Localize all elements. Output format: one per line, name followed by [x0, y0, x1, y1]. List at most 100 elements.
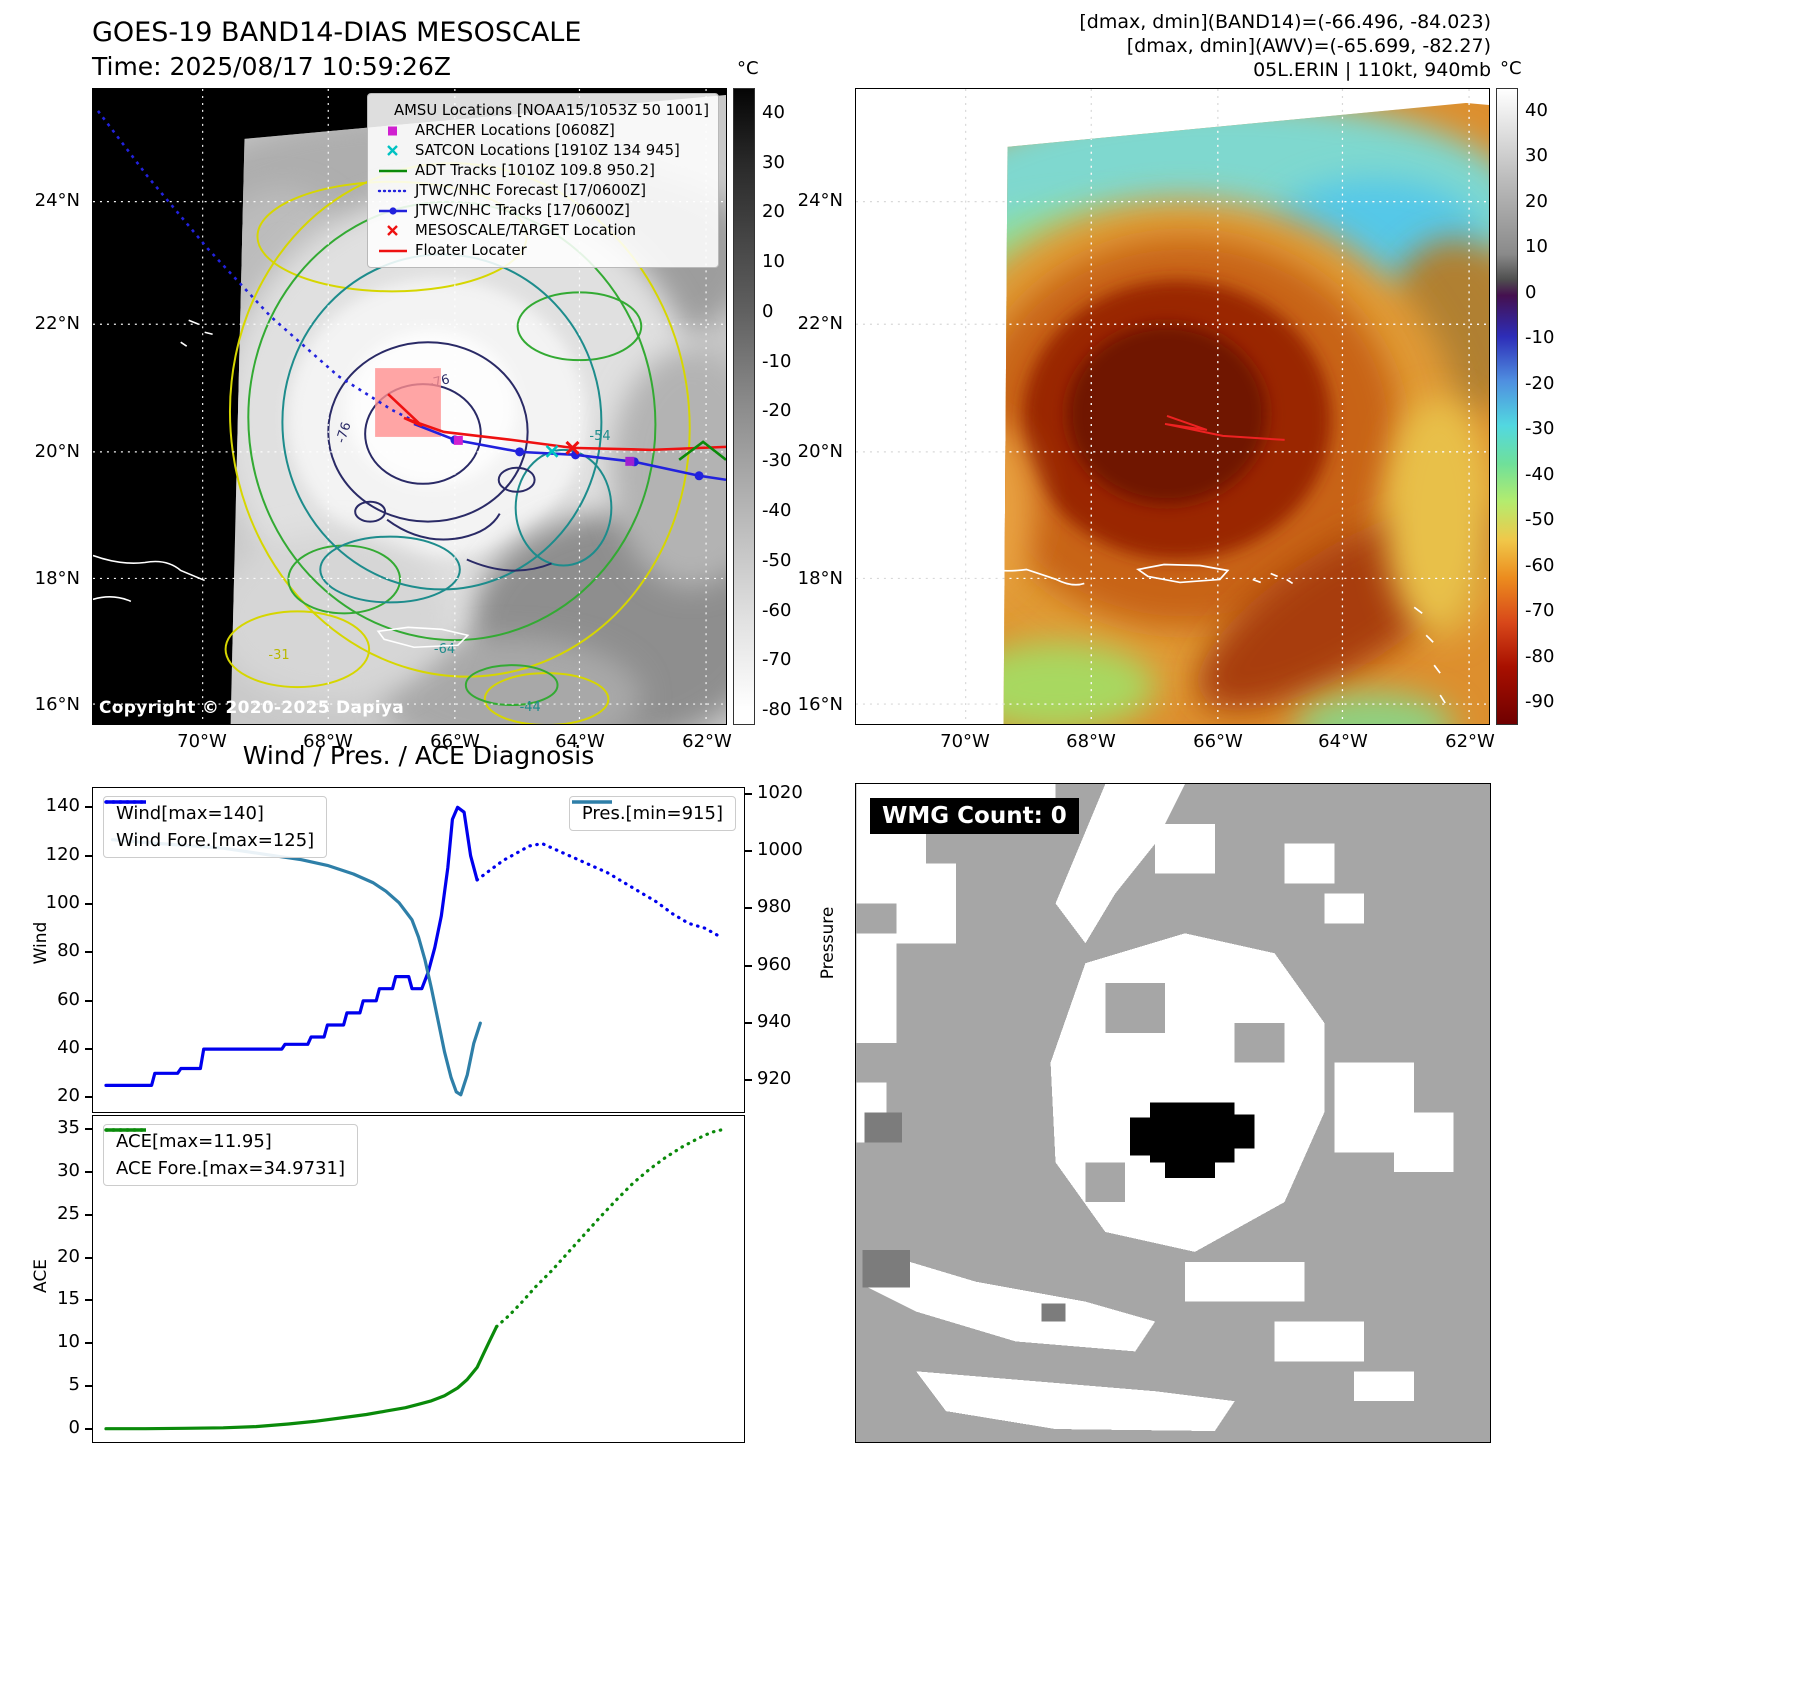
axis-tick-label: 960: [757, 953, 792, 975]
awv-satellite-image: [856, 89, 1489, 724]
awv-lat-axis: 24°N 22°N 20°N 18°N 16°N: [793, 88, 849, 725]
lat-tick-label: 20°N: [797, 441, 843, 462]
contour-label: -76: [334, 420, 355, 445]
square-marker: [388, 106, 389, 115]
colorbar-tick-label: 10: [1525, 236, 1548, 258]
lat-tick-label: 24°N: [797, 190, 843, 211]
colorbar-tick-label: -80: [1525, 645, 1555, 667]
axis-tick: [745, 850, 752, 853]
jtwc-forecast-track: [96, 110, 415, 423]
lat-tick-label: 16°N: [34, 694, 80, 715]
lat-tick-label: 16°N: [797, 694, 843, 715]
axis-tick-label: 940: [757, 1011, 792, 1033]
band14-map-legend: AMSU Locations [NOAA15/1053Z 50 1001] ARC…: [367, 93, 719, 268]
lat-tick-label: 18°N: [797, 568, 843, 589]
axis-tick-label: 1020: [757, 781, 803, 803]
line-marker: [379, 169, 407, 172]
axis-tick-label: 15: [57, 1288, 80, 1310]
series-line: [495, 1127, 727, 1329]
axis-tick: [85, 903, 92, 906]
colorbar-tick-label: -10: [762, 350, 792, 372]
dmax-dmin-awv: [dmax, dmin](AWV)=(-65.699, -82.27): [1126, 35, 1491, 57]
axis-tick: [85, 1170, 92, 1173]
lon-tick-label: 68°W: [1066, 731, 1116, 752]
pressure-axis-label: Pressure: [818, 906, 838, 980]
axis-tick-label: 30: [57, 1159, 80, 1181]
contour-label: -44: [520, 700, 541, 715]
legend-label: Pres.[min=915]: [581, 803, 723, 824]
axis-tick-label: 1000: [757, 839, 803, 861]
series-line: [475, 841, 720, 938]
adt-track: [678, 440, 726, 461]
axis-tick-label: 20: [57, 1085, 80, 1107]
axis-tick-label: 920: [757, 1068, 792, 1090]
axis-tick-label: 140: [45, 795, 80, 817]
axis-tick-label: 0: [68, 1417, 80, 1439]
legend-label: Wind[max=140]: [116, 803, 264, 824]
series-line: [110, 837, 482, 1097]
colorbar-tick-label: -90: [1525, 691, 1555, 713]
wmg-image: [856, 784, 1489, 1441]
band14-colorbar-unit: °C: [737, 58, 759, 79]
axis-tick: [745, 792, 752, 795]
wmg-panel: WMG Count: 0: [855, 783, 1491, 1443]
colorbar-tick-label: 10: [762, 251, 785, 273]
wind-forecast-swatch: [104, 800, 148, 804]
axis-tick: [745, 964, 752, 967]
floater-track: [1164, 415, 1285, 441]
band14-colorbar: [733, 88, 755, 725]
band14-title-block: GOES-19 BAND14-DIAS MESOSCALE Time: 2025…: [92, 16, 581, 84]
lat-tick-label: 24°N: [34, 190, 80, 211]
map-legend-item: ARCHER Locations [0608Z]: [377, 121, 709, 140]
map-legend-label: JTWC/NHC Tracks [17/0600Z]: [415, 202, 630, 219]
legend-label: ACE Fore.[max=34.9731]: [116, 1158, 345, 1179]
storm-id-intensity: 05L.ERIN | 110kt, 940mb: [1253, 59, 1491, 81]
colorbar-tick-label: 0: [762, 300, 774, 322]
line-dot-marker: [379, 206, 407, 215]
colorbar-tick-label: 40: [762, 101, 785, 123]
floater-track: [387, 393, 726, 452]
colorbar-tick-label: -70: [1525, 600, 1555, 622]
copyright-label: Copyright © 2020-2025 Dapiya: [99, 698, 404, 718]
awv-header: [dmax, dmin](BAND14)=(-66.496, -84.023) …: [855, 10, 1491, 82]
axis-tick-label: 35: [57, 1116, 80, 1138]
band14-title: GOES-19 BAND14-DIAS MESOSCALE: [92, 17, 582, 48]
wmg-count-badge: WMG Count: 0: [870, 798, 1079, 834]
map-legend-item: AMSU Locations [NOAA15/1053Z 50 1001]: [377, 101, 709, 120]
map-legend-item: JTWC/NHC Forecast [17/0600Z]: [377, 181, 709, 200]
map-legend-label: AMSU Locations [NOAA15/1053Z 50 1001]: [394, 102, 709, 119]
pressure-line-swatch: [571, 800, 612, 804]
axis-tick-label: 120: [45, 843, 80, 865]
map-legend-label: ARCHER Locations [0608Z]: [415, 122, 615, 139]
axis-tick: [85, 1256, 92, 1259]
axis-tick: [85, 1342, 92, 1345]
axis-tick: [745, 907, 752, 910]
map-legend-label: MESOSCALE/TARGET Location: [415, 222, 637, 239]
lat-tick-label: 20°N: [34, 441, 80, 462]
colorbar-tick-label: -40: [1525, 463, 1555, 485]
contour-label: -54: [589, 429, 610, 444]
chart-plot: [104, 1127, 727, 1431]
lon-tick-label: 70°W: [940, 731, 990, 752]
colorbar-tick-label: -30: [1525, 418, 1555, 440]
colorbar-tick-label: -10: [1525, 327, 1555, 349]
ace-legend: ACE[max=11.95] ACE Fore.[max=34.9731]: [103, 1124, 358, 1186]
axis-tick-label: 980: [757, 896, 792, 918]
band14-lat-axis: 24°N 22°N 20°N 18°N 16°N: [30, 88, 86, 725]
lat-tick-label: 18°N: [34, 568, 80, 589]
awv-colorbar-unit: °C: [1500, 58, 1522, 79]
colorbar-tick-label: -60: [1525, 554, 1555, 576]
awv-map: [855, 88, 1490, 725]
lon-tick-label: 64°W: [1318, 731, 1368, 752]
axis-tick-label: 20: [57, 1245, 80, 1267]
band14-timestamp: Time: 2025/08/17 10:59:26Z: [92, 52, 451, 81]
series-line: [104, 805, 479, 1087]
legend-item: Pres.[min=915]: [571, 800, 723, 824]
lat-tick-label: 22°N: [797, 313, 843, 334]
lon-tick-label: 70°W: [177, 731, 227, 752]
legend-label: ACE[max=11.95]: [116, 1131, 272, 1152]
axis-tick: [745, 1079, 752, 1082]
map-legend-label: Floater Locater: [415, 242, 527, 259]
axis-tick: [745, 1022, 752, 1025]
